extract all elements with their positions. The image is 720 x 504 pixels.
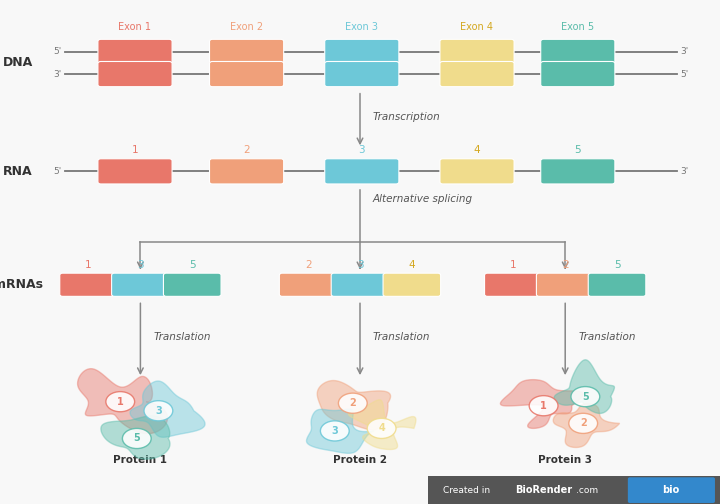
Text: Protein 3: Protein 3: [539, 455, 593, 465]
Text: 1: 1: [540, 401, 547, 411]
Text: Exon 5: Exon 5: [561, 22, 595, 32]
Circle shape: [367, 418, 396, 438]
Text: Translation: Translation: [153, 332, 211, 342]
Text: 1: 1: [117, 397, 124, 407]
Text: mRNAs: mRNAs: [0, 278, 43, 291]
FancyBboxPatch shape: [541, 61, 615, 87]
Text: Alternative splicing: Alternative splicing: [373, 194, 473, 204]
Circle shape: [320, 421, 349, 441]
Circle shape: [122, 428, 151, 449]
FancyBboxPatch shape: [325, 159, 399, 184]
FancyBboxPatch shape: [98, 39, 172, 65]
Text: bio: bio: [662, 485, 680, 495]
FancyBboxPatch shape: [210, 61, 284, 87]
Text: Created in: Created in: [443, 486, 492, 495]
FancyBboxPatch shape: [440, 159, 514, 184]
Text: 5: 5: [133, 433, 140, 444]
Text: Translation: Translation: [373, 332, 431, 342]
Circle shape: [338, 393, 367, 413]
Text: 3: 3: [331, 426, 338, 436]
FancyBboxPatch shape: [98, 159, 172, 184]
Text: 3': 3': [53, 70, 61, 79]
Text: Translation: Translation: [578, 332, 636, 342]
FancyBboxPatch shape: [331, 273, 389, 296]
Polygon shape: [130, 381, 205, 437]
FancyBboxPatch shape: [98, 61, 172, 87]
Text: 2: 2: [349, 398, 356, 408]
Text: 3: 3: [137, 260, 144, 270]
Text: 2: 2: [305, 260, 312, 270]
Text: Exon 3: Exon 3: [346, 22, 378, 32]
Text: 5': 5': [53, 167, 61, 176]
Text: Exon 4: Exon 4: [461, 22, 493, 32]
Text: 3: 3: [356, 260, 364, 270]
Text: Transcription: Transcription: [373, 112, 441, 122]
Text: BioRender: BioRender: [515, 485, 572, 495]
Text: 5': 5': [53, 47, 61, 56]
FancyBboxPatch shape: [428, 476, 720, 504]
Circle shape: [569, 413, 598, 433]
FancyBboxPatch shape: [325, 39, 399, 65]
Circle shape: [571, 387, 600, 407]
FancyBboxPatch shape: [628, 477, 715, 503]
FancyBboxPatch shape: [485, 273, 542, 296]
FancyBboxPatch shape: [112, 273, 169, 296]
Polygon shape: [554, 360, 614, 413]
Text: 5': 5': [680, 70, 688, 79]
Polygon shape: [348, 400, 416, 450]
Polygon shape: [318, 381, 390, 430]
Text: Protein 1: Protein 1: [114, 455, 167, 465]
FancyBboxPatch shape: [383, 273, 441, 296]
Text: 2: 2: [243, 145, 250, 155]
Circle shape: [144, 401, 173, 421]
Text: 1: 1: [85, 260, 92, 270]
FancyBboxPatch shape: [536, 273, 594, 296]
Polygon shape: [553, 403, 620, 448]
Polygon shape: [500, 380, 583, 428]
Text: 3: 3: [155, 406, 162, 416]
Text: 3: 3: [359, 145, 365, 155]
FancyBboxPatch shape: [541, 159, 615, 184]
FancyBboxPatch shape: [210, 159, 284, 184]
Text: 1: 1: [132, 145, 138, 155]
FancyBboxPatch shape: [325, 61, 399, 87]
Text: 1: 1: [510, 260, 517, 270]
Text: 3': 3': [680, 167, 688, 176]
Text: 2: 2: [562, 260, 569, 270]
FancyBboxPatch shape: [440, 61, 514, 87]
Text: Exon 2: Exon 2: [230, 22, 264, 32]
FancyBboxPatch shape: [588, 273, 646, 296]
Text: 4: 4: [408, 260, 415, 270]
Polygon shape: [101, 416, 170, 459]
Text: 3': 3': [680, 47, 688, 56]
Polygon shape: [307, 409, 374, 453]
Text: RNA: RNA: [3, 165, 33, 178]
Text: DNA: DNA: [3, 56, 33, 70]
Circle shape: [529, 396, 558, 416]
Polygon shape: [78, 369, 168, 433]
Text: 2: 2: [580, 418, 587, 428]
FancyBboxPatch shape: [541, 39, 615, 65]
Text: .com: .com: [576, 486, 598, 495]
FancyBboxPatch shape: [440, 39, 514, 65]
Circle shape: [106, 392, 135, 412]
Text: Protein 2: Protein 2: [333, 455, 387, 465]
Text: Exon 1: Exon 1: [119, 22, 151, 32]
Text: 5: 5: [575, 145, 581, 155]
Text: 5: 5: [189, 260, 196, 270]
FancyBboxPatch shape: [210, 39, 284, 65]
Text: 4: 4: [378, 423, 385, 433]
FancyBboxPatch shape: [163, 273, 221, 296]
FancyBboxPatch shape: [60, 273, 117, 296]
Text: 5: 5: [613, 260, 621, 270]
Text: 5: 5: [582, 392, 589, 402]
Text: 4: 4: [474, 145, 480, 155]
FancyBboxPatch shape: [279, 273, 337, 296]
